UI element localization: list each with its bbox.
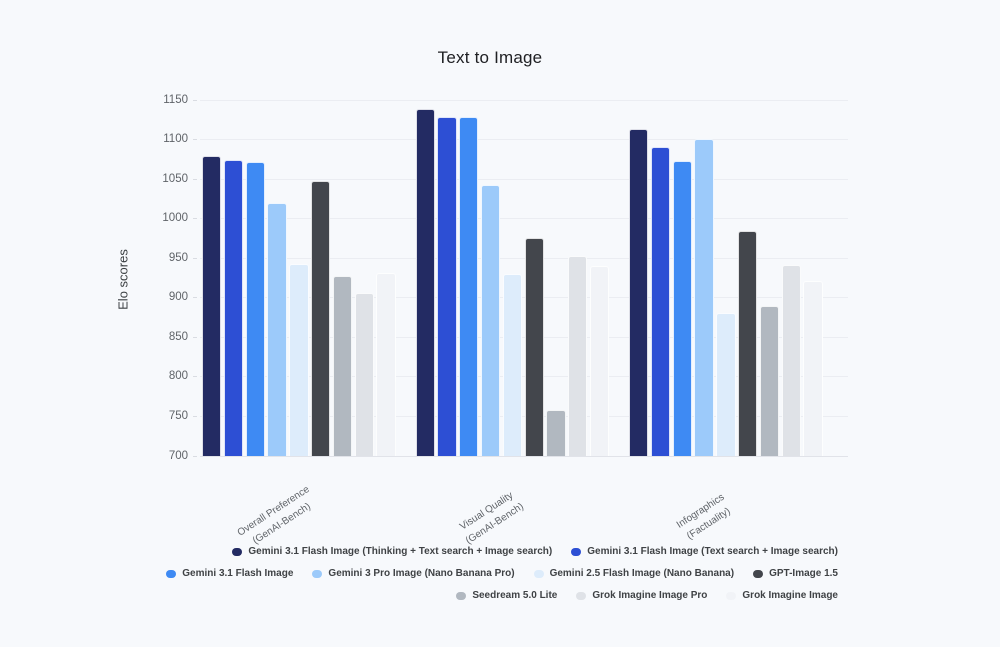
legend-label: Gemini 3 Pro Image (Nano Banana Pro) <box>328 568 515 579</box>
bar-series-5-group-1 <box>524 237 544 456</box>
legend-row: Seedream 5.0 Lite Grok Imagine Image Pro G… <box>456 590 838 601</box>
y-tick-label: 1050 <box>162 172 188 185</box>
grid-line <box>200 257 848 259</box>
grid-line <box>200 218 848 220</box>
y-tick-label: 1000 <box>162 212 188 225</box>
bar-series-2-group-0 <box>245 161 265 456</box>
bar-series-7-group-0 <box>354 293 374 456</box>
y-tick-label: 700 <box>168 449 188 462</box>
bar-series-7-group-2 <box>781 265 801 456</box>
y-axis-tick <box>193 178 197 180</box>
x-axis-label-line: Infographics <box>674 491 727 531</box>
y-axis-tick <box>193 297 197 299</box>
legend-item: Gemini 3 Pro Image (Nano Banana Pro) <box>312 568 515 579</box>
bar-series-6-group-2 <box>759 305 780 456</box>
y-axis-title: Elo scores <box>115 249 131 310</box>
y-axis-tick <box>193 336 197 338</box>
legend-label: Grok Imagine Image <box>742 590 838 601</box>
legend-item: Gemini 3.1 Flash Image <box>166 568 293 579</box>
legend-label: GPT-Image 1.5 <box>769 568 838 579</box>
y-tick-label: 1150 <box>163 93 188 106</box>
x-axis-label-line: Visual Quality <box>458 490 516 533</box>
y-axis-tick <box>193 139 197 141</box>
bar-series-3-group-2 <box>694 138 714 456</box>
legend-item: Gemini 3.1 Flash Image (Text search + Im… <box>571 546 838 557</box>
legend-row: Gemini 3.1 Flash Image (Thinking + Text … <box>232 546 838 557</box>
legend-label: Gemini 3.1 Flash Image (Thinking + Text … <box>248 546 553 557</box>
bar-series-1-group-0 <box>223 160 244 456</box>
y-tick-label: 900 <box>168 291 188 304</box>
bar-series-0-group-2 <box>629 129 649 456</box>
bar-series-1-group-2 <box>650 147 671 456</box>
x-axis-label-line: Overall Preference <box>235 483 312 539</box>
bar-series-5-group-2 <box>738 230 758 456</box>
grid-line <box>200 455 848 457</box>
legend-label: Seedream 5.0 Lite <box>472 590 558 601</box>
y-tick-label: 950 <box>168 251 188 264</box>
bar-series-4-group-0 <box>289 263 309 456</box>
bar-series-2-group-1 <box>459 117 479 456</box>
chart-title: Text to Image <box>437 48 543 67</box>
legend-item: Gemini 2.5 Flash Image (Nano Banana) <box>533 568 735 579</box>
bar-series-8-group-1 <box>589 266 610 456</box>
legend-item: Seedream 5.0 Lite <box>456 590 557 601</box>
bar-series-2-group-2 <box>672 160 692 456</box>
legend: Gemini 3.1 Flash Image (Thinking + Text … <box>166 546 838 601</box>
bar-series-1-group-1 <box>437 116 457 456</box>
legend-marker-icon <box>576 591 587 600</box>
bar-series-0-group-1 <box>415 108 435 456</box>
legend-marker-icon <box>232 547 243 556</box>
y-tick-label: 750 <box>168 409 188 422</box>
bar-series-8-group-2 <box>803 281 823 456</box>
bar-series-3-group-0 <box>267 202 287 456</box>
legend-marker-icon <box>456 591 467 600</box>
legend-item: Grok Imagine Image <box>726 590 838 601</box>
bar-series-4-group-1 <box>502 274 523 456</box>
bar-series-6-group-0 <box>332 276 353 456</box>
bar-series-5-group-0 <box>311 181 331 456</box>
legend-item: GPT-Image 1.5 <box>753 568 838 579</box>
legend-row: Gemini 3.1 Flash Image Gemini 3 Pro Image… <box>166 568 838 579</box>
grid-line <box>200 139 848 141</box>
bar-series-7-group-1 <box>568 255 588 456</box>
y-axis-tick <box>193 99 197 101</box>
bar-series-8-group-0 <box>376 273 396 456</box>
legend-marker-icon <box>726 591 737 600</box>
plot-area: 700 750 800 850 900 950 1000 1050 1100 1150 Overal… <box>162 94 848 546</box>
bar-series-6-group-1 <box>546 410 566 456</box>
y-axis-tick <box>193 257 197 259</box>
grid-line <box>200 336 848 338</box>
y-tick-label: 800 <box>168 370 188 383</box>
legend-marker-icon <box>533 569 544 578</box>
legend-label: Gemini 3.1 Flash Image (Text search + Im… <box>587 546 838 557</box>
y-tick-label: 850 <box>168 330 188 343</box>
y-axis-tick <box>193 455 197 457</box>
bar-series-0-group-0 <box>202 156 222 456</box>
y-axis-tick <box>193 415 197 417</box>
grid-line <box>200 415 848 417</box>
grid-line <box>200 178 848 180</box>
bar-series-4-group-2 <box>716 312 736 456</box>
y-axis-tick <box>193 218 197 220</box>
bar-series-3-group-1 <box>480 184 501 456</box>
legend-marker-icon <box>571 547 582 556</box>
y-axis-tick <box>193 376 197 378</box>
legend-label: Gemini 2.5 Flash Image (Nano Banana) <box>549 568 735 579</box>
grid-line <box>200 376 848 378</box>
legend-marker-icon <box>166 569 177 578</box>
y-tick-label: 1100 <box>163 133 188 146</box>
legend-marker-icon <box>753 569 764 578</box>
legend-label: Grok Imagine Image Pro <box>592 590 708 601</box>
legend-item: Grok Imagine Image Pro <box>576 590 707 601</box>
legend-label: Gemini 3.1 Flash Image <box>182 568 294 579</box>
legend-marker-icon <box>312 569 323 578</box>
grid-line <box>200 297 848 299</box>
grid-line <box>200 99 848 101</box>
legend-item: Gemini 3.1 Flash Image (Thinking + Text … <box>232 546 552 557</box>
